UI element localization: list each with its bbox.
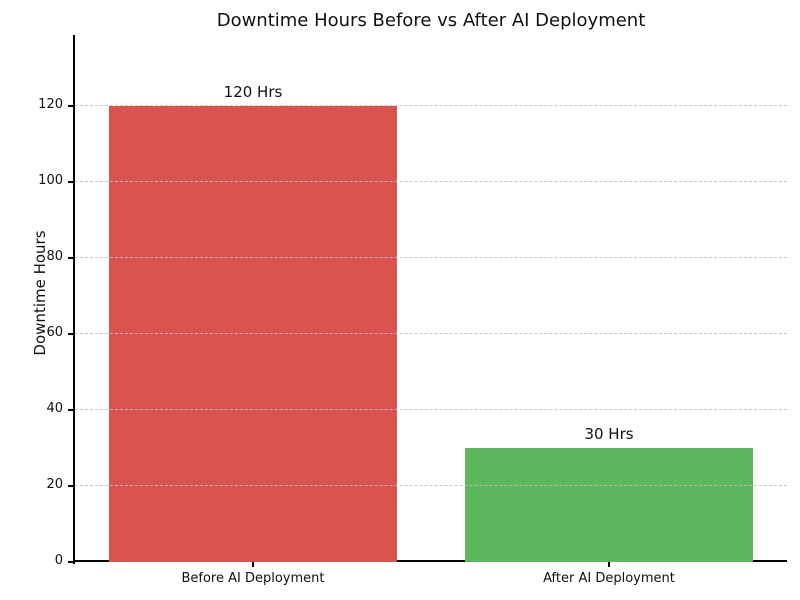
plot-area: 120 Hrs 30 Hrs [75,35,787,562]
chart-title: Downtime Hours Before vs After AI Deploy… [216,10,646,31]
x-tick-mark-1 [608,562,610,567]
y-tick-label-20: 20 [46,477,63,492]
gridline-120 [75,105,787,106]
gridline-80 [75,257,787,258]
y-tick-mark-20 [68,485,73,487]
bar-0 [109,106,397,562]
y-tick-mark-0 [68,561,73,563]
y-tick-label-0: 0 [54,553,63,568]
x-axis-spine [73,560,787,562]
x-tick-mark-0 [252,562,254,567]
y-tick-label-60: 60 [46,325,63,340]
bar-1 [465,448,753,562]
gridline-100 [75,181,787,182]
bar-value-label-0: 120 Hrs [223,83,283,101]
x-tick-label-1: After AI Deployment [543,571,675,586]
x-tick-label-0: Before AI Deployment [181,571,325,586]
gridline-60 [75,333,787,334]
bar-value-label-1: 30 Hrs [584,425,634,443]
y-tick-mark-100 [68,181,73,183]
y-tick-label-120: 120 [38,97,63,112]
y-tick-label-80: 80 [46,249,63,264]
y-tick-label-40: 40 [46,401,63,416]
y-tick-mark-120 [68,105,73,107]
y-tick-mark-80 [68,257,73,259]
y-tick-mark-40 [68,409,73,411]
y-axis-spine [73,35,75,564]
y-tick-mark-60 [68,333,73,335]
gridline-20 [75,485,787,486]
y-tick-label-100: 100 [38,173,63,188]
gridline-40 [75,409,787,410]
y-axis-title: Downtime Hours [31,230,49,356]
